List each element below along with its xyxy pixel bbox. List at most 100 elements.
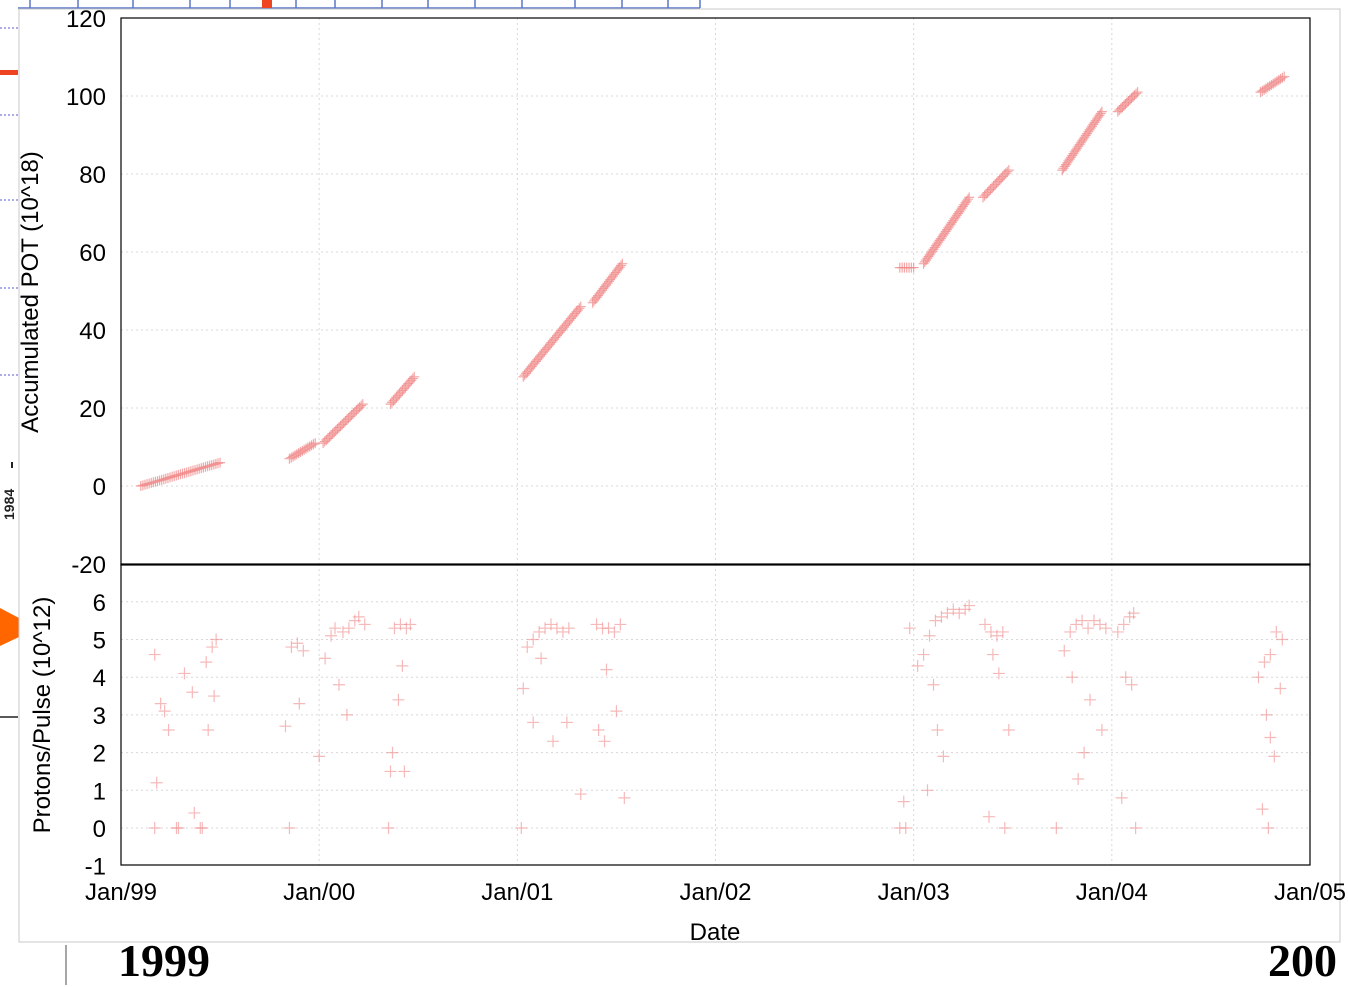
data-point	[547, 735, 560, 748]
figure-border	[18, 8, 1341, 943]
data-point	[592, 723, 605, 736]
data-point	[1002, 166, 1013, 177]
data-point	[187, 465, 198, 476]
data-point	[574, 303, 585, 314]
data-point	[154, 697, 167, 710]
data-point	[308, 439, 319, 450]
data-point	[1084, 693, 1097, 706]
data-point	[206, 641, 219, 654]
data-point	[204, 460, 215, 471]
data-point	[319, 652, 332, 665]
data-point	[208, 459, 219, 470]
data-point	[1274, 682, 1287, 695]
data-point	[992, 667, 1005, 680]
data-point	[142, 479, 153, 490]
top-panel: 120 100 80 60 40 20 0 -20 Accumulated POT (10^1…	[17, 6, 1310, 579]
data-point	[1095, 723, 1108, 736]
x-tick-label: Jan/02	[679, 879, 751, 906]
y-tick-label: -1	[85, 854, 106, 881]
data-point	[1264, 648, 1277, 661]
data-point	[169, 471, 180, 482]
data-point	[206, 460, 217, 471]
data-point	[1095, 108, 1106, 119]
data-point	[908, 262, 919, 273]
data-point	[1132, 87, 1143, 98]
data-point	[194, 463, 205, 474]
data-point	[398, 765, 411, 778]
y-tick-label: 5	[93, 628, 106, 655]
year-caption-end: 200	[1268, 935, 1337, 986]
data-point	[283, 822, 296, 834]
bottom-y-axis-label: Protons/Pulse (10^12)	[29, 597, 56, 834]
data-point	[386, 746, 399, 759]
y-tick-label: 20	[79, 396, 106, 423]
data-point	[202, 461, 213, 472]
data-point	[1072, 772, 1085, 785]
data-point	[1129, 822, 1142, 834]
data-point	[192, 464, 203, 475]
top-plot-frame	[120, 17, 1311, 566]
y-tick-label: 120	[66, 6, 106, 33]
data-point	[208, 690, 221, 703]
data-point	[911, 659, 924, 672]
top-ruler-ticks	[29, 0, 701, 8]
data-point	[1127, 607, 1140, 620]
data-point	[179, 468, 190, 479]
y-tick-label: 80	[79, 162, 106, 189]
data-point	[178, 667, 191, 680]
data-point	[198, 462, 209, 473]
data-point	[996, 625, 1009, 638]
bottom-y-tick-labels: 6 5 4 3 2 1 0 -1	[85, 590, 106, 881]
data-point	[382, 822, 395, 834]
data-point	[297, 644, 310, 657]
data-point	[215, 457, 226, 468]
data-point	[617, 258, 628, 269]
y-tick-label: 100	[66, 84, 106, 111]
data-point	[574, 788, 587, 801]
data-point	[186, 686, 199, 699]
top-y-tick-labels: 120 100 80 60 40 20 0 -20	[66, 6, 106, 579]
data-point	[150, 776, 163, 789]
data-point	[165, 472, 176, 483]
data-point	[384, 765, 397, 778]
data-point	[562, 622, 575, 635]
data-point	[521, 641, 534, 654]
top-ruler-marker	[262, 0, 272, 8]
data-point	[158, 705, 171, 718]
data-point	[148, 822, 161, 834]
data-point	[177, 468, 188, 479]
y-tick-label: 60	[79, 240, 106, 267]
data-point	[998, 822, 1011, 834]
top-series-points	[135, 71, 1290, 491]
data-point	[175, 469, 186, 480]
y-tick-label: 3	[93, 703, 106, 730]
data-point	[332, 678, 345, 691]
data-point	[1115, 791, 1128, 804]
data-point	[173, 469, 184, 480]
data-point	[982, 810, 995, 823]
data-point	[1264, 731, 1277, 744]
data-point	[517, 682, 530, 695]
data-point	[196, 822, 209, 834]
x-tick-label: Jan/01	[481, 879, 553, 906]
data-point	[1064, 625, 1077, 638]
data-point	[527, 716, 540, 729]
y-tick-label: 0	[93, 474, 106, 501]
data-point	[1066, 671, 1079, 684]
data-point	[148, 648, 161, 661]
data-point	[618, 791, 631, 804]
edge-year-fragment: 1984	[1, 489, 17, 520]
data-point	[1111, 625, 1124, 638]
y-tick-label: 2	[93, 741, 106, 768]
data-point	[527, 633, 540, 646]
data-point	[139, 479, 150, 490]
data-point	[1252, 671, 1265, 684]
data-point	[1276, 633, 1289, 646]
data-point	[1256, 803, 1269, 816]
data-point	[313, 750, 326, 763]
data-point	[1258, 656, 1271, 669]
data-point	[154, 475, 165, 486]
y-tick-label: 1	[93, 778, 106, 805]
data-point	[188, 806, 201, 819]
data-point	[535, 652, 548, 665]
